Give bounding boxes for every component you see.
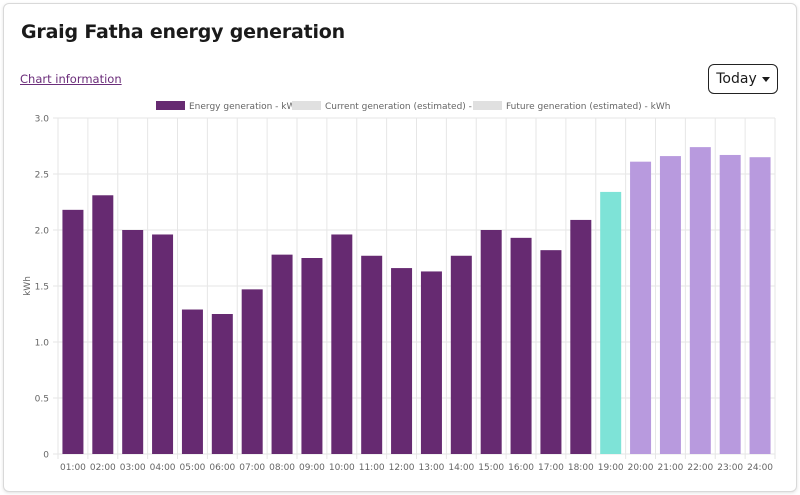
x-tick-label: 20:00 [628, 463, 654, 473]
x-tick-label: 06:00 [209, 463, 235, 473]
bar [241, 289, 263, 454]
chart-information-link[interactable]: Chart information [20, 72, 122, 86]
legend-label: Current generation (estimated) - kWh [325, 102, 495, 112]
bar [181, 309, 203, 454]
x-tick-label: 17:00 [538, 463, 564, 473]
bar [391, 268, 413, 454]
bar [92, 195, 114, 454]
bar [301, 258, 323, 454]
legend-swatch [292, 101, 321, 110]
x-tick-label: 12:00 [389, 463, 415, 473]
y-tick-label: 1.5 [35, 283, 49, 293]
x-tick-label: 09:00 [299, 463, 325, 473]
period-dropdown-button[interactable]: Today [708, 64, 778, 94]
x-tick-label: 16:00 [508, 463, 534, 473]
x-tick-label: 01:00 [60, 463, 86, 473]
bar [420, 271, 442, 454]
y-tick-label: 2.0 [35, 227, 50, 237]
legend-swatch [156, 101, 185, 110]
bar [361, 255, 383, 454]
x-tick-label: 22:00 [687, 463, 713, 473]
y-axis-label: kWh [23, 276, 33, 296]
page-title: Graig Fatha energy generation [21, 21, 345, 43]
x-tick-label: 11:00 [359, 463, 385, 473]
bar [510, 237, 532, 454]
x-tick-label: 08:00 [269, 463, 295, 473]
bar [570, 219, 592, 454]
x-tick-label: 10:00 [329, 463, 355, 473]
caret-down-icon [761, 76, 770, 82]
x-tick-label: 15:00 [478, 463, 504, 473]
x-tick-label: 02:00 [90, 463, 116, 473]
x-tick-label: 14:00 [448, 463, 474, 473]
y-tick-label: 2.5 [35, 171, 49, 181]
bar [122, 230, 144, 454]
bar [480, 230, 502, 454]
x-tick-label: 05:00 [179, 463, 205, 473]
x-tick-label: 07:00 [239, 463, 265, 473]
bar [659, 156, 681, 454]
y-tick-label: 3.0 [35, 115, 50, 125]
x-tick-label: 21:00 [657, 463, 683, 473]
bar [152, 234, 174, 454]
x-tick-label: 03:00 [120, 463, 146, 473]
x-tick-label: 18:00 [568, 463, 594, 473]
bar [749, 157, 771, 454]
y-tick-label: 0 [43, 451, 49, 461]
y-tick-label: 1.0 [35, 339, 50, 349]
x-tick-label: 04:00 [150, 463, 176, 473]
legend-label: Future generation (estimated) - kWh [506, 102, 670, 112]
x-tick-label: 23:00 [717, 463, 743, 473]
bar [62, 209, 84, 454]
y-tick-label: 0.5 [35, 395, 49, 405]
x-tick-label: 13:00 [418, 463, 444, 473]
period-selected-value: Today [716, 71, 757, 87]
bar [719, 154, 741, 454]
bar [540, 250, 562, 454]
bar [271, 254, 293, 454]
bar [450, 255, 472, 454]
bar [331, 234, 353, 454]
bar [211, 314, 233, 454]
legend-label: Energy generation - kWh [189, 102, 301, 112]
x-tick-label: 24:00 [747, 463, 773, 473]
bar [600, 191, 622, 455]
legend-swatch [473, 101, 502, 110]
bar [689, 147, 711, 454]
x-tick-label: 19:00 [598, 463, 624, 473]
bar [630, 161, 652, 454]
